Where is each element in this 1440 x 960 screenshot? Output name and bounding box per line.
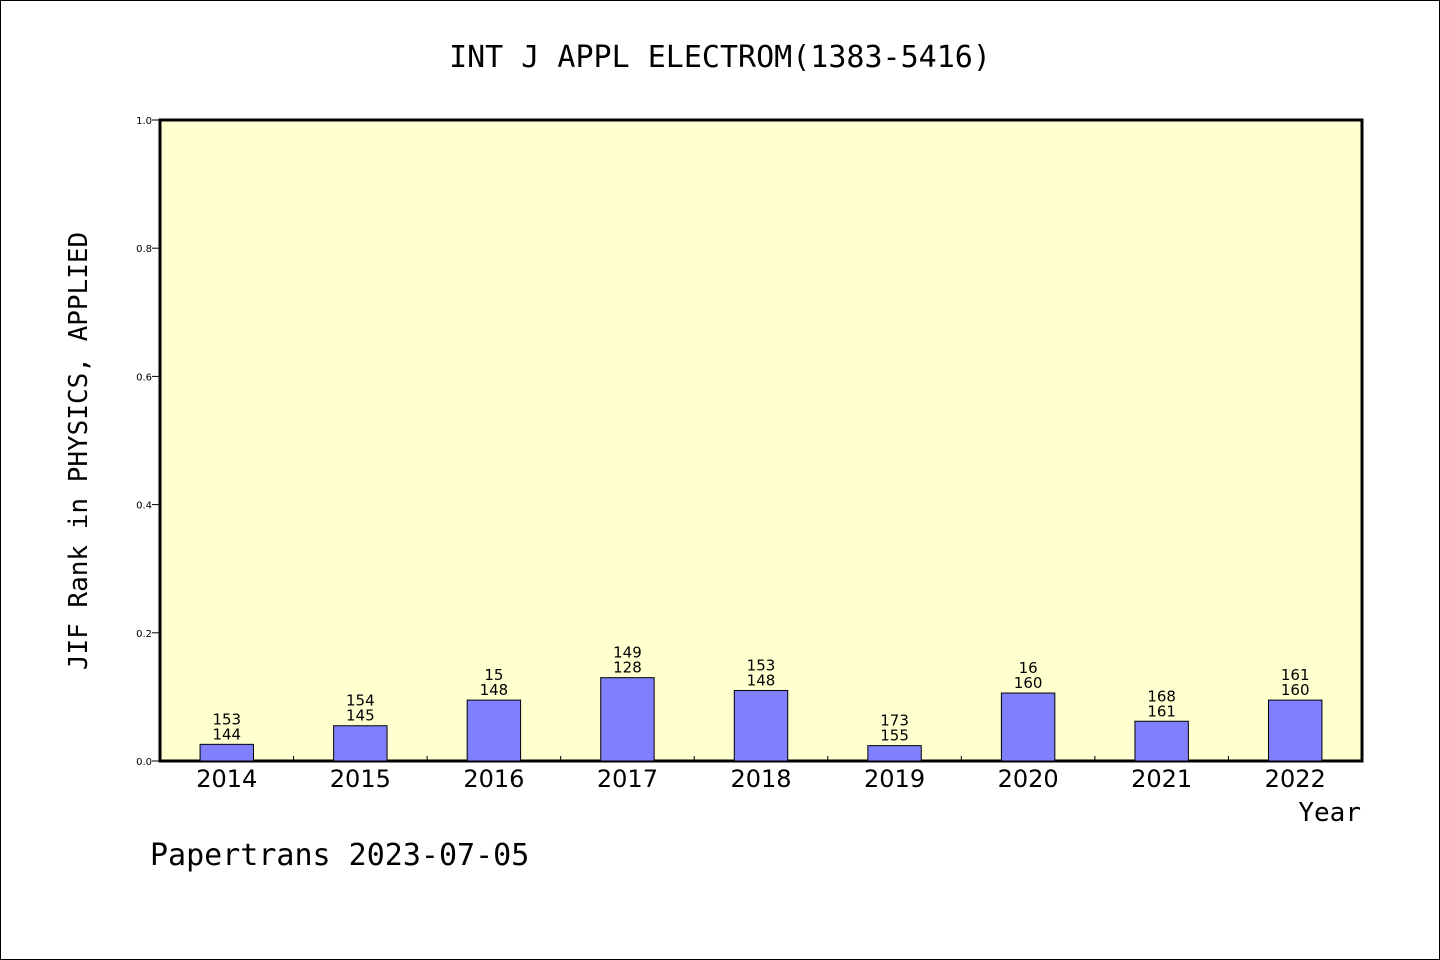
bar-2014 [199, 743, 254, 762]
bar-label-bottom: 128 [613, 659, 642, 677]
x-axis-label: Year [1298, 798, 1361, 828]
x-tick-label: 2021 [1131, 765, 1192, 793]
bar-label-top: 173 [880, 712, 909, 730]
y-tick-label: 0.0 [136, 757, 152, 768]
y-tick-label: 0.2 [136, 629, 152, 640]
bar-label-bottom: 160 [1014, 674, 1043, 692]
bar-2019 [867, 745, 922, 762]
bar-label-bottom: 144 [212, 725, 241, 743]
bar-label-top: 153 [747, 656, 776, 674]
y-tick-label: 0.8 [136, 244, 152, 255]
bar-label-bottom: 160 [1281, 681, 1310, 699]
bar-label-top: 149 [613, 644, 642, 662]
bar-label-top: 161 [1281, 666, 1310, 684]
bar-label-top: 16 [1019, 659, 1038, 677]
x-tick-label: 2019 [864, 765, 925, 793]
chart-title: INT J APPL ELECTROM(1383-5416) [449, 40, 991, 75]
bar-label-bottom: 155 [880, 727, 909, 745]
bar-label-bottom: 145 [346, 707, 375, 725]
y-tick-label: 0.6 [136, 372, 152, 383]
x-tick-label: 2020 [998, 765, 1059, 793]
x-tick-label: 2018 [730, 765, 791, 793]
y-axis-label: JIF Rank in PHYSICS, APPLIED [64, 232, 94, 670]
y-tick-label: 0.4 [136, 501, 152, 512]
bar-label-top: 15 [484, 666, 503, 684]
bar-2016 [466, 699, 522, 762]
bar-2020 [1000, 692, 1056, 762]
bar-2022 [1268, 699, 1323, 762]
bar-label-bottom: 148 [747, 671, 776, 689]
bar-label-top: 168 [1147, 687, 1176, 705]
bar-2018 [733, 689, 789, 762]
bar-label-top: 154 [346, 692, 375, 710]
bar-label-top: 153 [212, 710, 241, 728]
bar-2021 [1134, 720, 1189, 762]
bar-2015 [333, 725, 388, 762]
plot-area [158, 118, 1364, 763]
y-tick-label: 1.0 [136, 116, 152, 127]
bar-2017 [600, 677, 655, 762]
bar-label-bottom: 148 [480, 681, 509, 699]
x-tick-label: 2022 [1265, 765, 1326, 793]
x-tick-label: 2017 [597, 765, 658, 793]
x-tick-label: 2015 [330, 765, 391, 793]
bar-label-bottom: 161 [1147, 702, 1176, 720]
x-tick-label: 2016 [463, 765, 524, 793]
x-tick-label: 2014 [196, 765, 257, 793]
footer-text: Papertrans 2023-07-05 [150, 838, 529, 873]
